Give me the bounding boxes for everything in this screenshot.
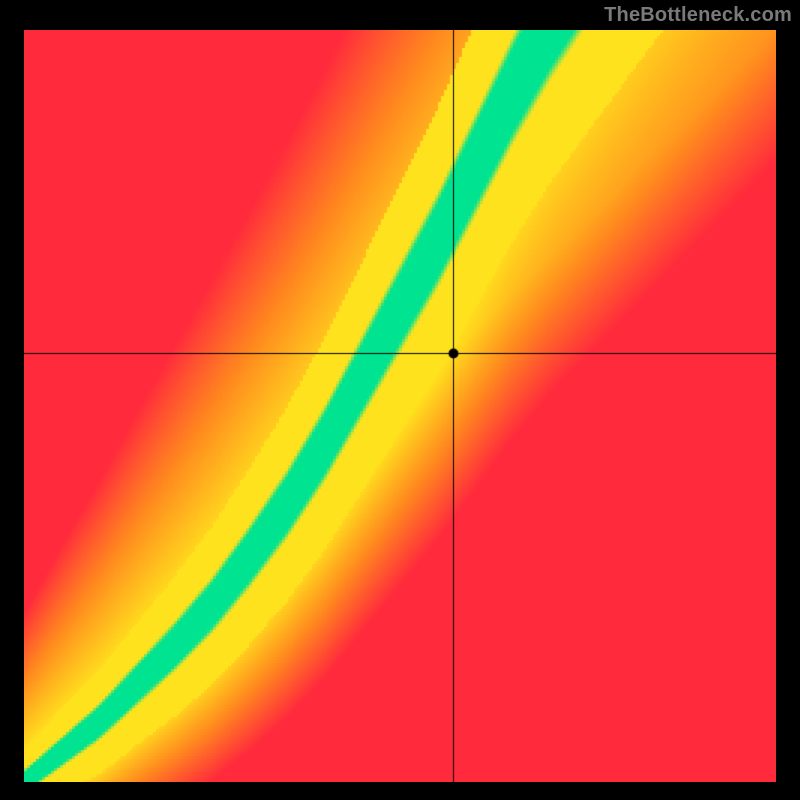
bottleneck-heatmap <box>24 30 776 782</box>
watermark-text: TheBottleneck.com <box>604 4 792 27</box>
